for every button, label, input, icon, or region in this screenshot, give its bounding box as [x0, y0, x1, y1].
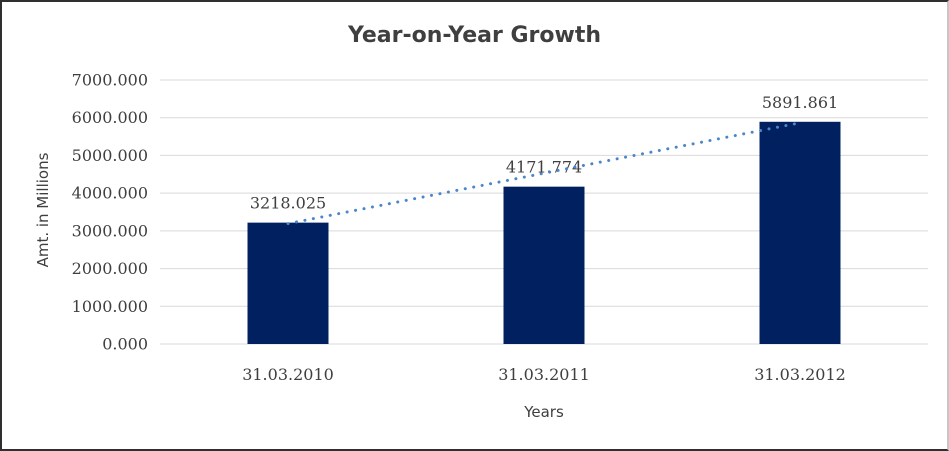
x-tick-label: 31.03.2011: [498, 365, 590, 384]
x-axis-title: Years: [524, 403, 564, 421]
bar-value-label: 4171.774: [506, 158, 582, 177]
x-tick-label: 31.03.2010: [242, 365, 334, 384]
y-tick-label: 5000.000: [72, 146, 148, 165]
y-tick-label: 2000.000: [72, 259, 148, 278]
y-tick-label: 4000.000: [72, 184, 148, 203]
y-tick-label: 7000.000: [72, 71, 148, 90]
chart-title: Year-on-Year Growth: [347, 23, 602, 48]
y-tick-label: 1000.000: [72, 297, 148, 316]
y-tick-label: 0.000: [102, 335, 148, 354]
trendline: [286, 121, 802, 226]
bar-value-label: 3218.025: [250, 194, 326, 213]
y-tick-label: 6000.000: [72, 108, 148, 127]
bar: [503, 186, 585, 344]
x-tick-label: 31.03.2012: [754, 365, 846, 384]
bar: [759, 121, 841, 345]
bar: [247, 222, 329, 344]
y-tick-label: 3000.000: [72, 221, 148, 240]
bar-value-label: 5891.861: [762, 93, 838, 112]
